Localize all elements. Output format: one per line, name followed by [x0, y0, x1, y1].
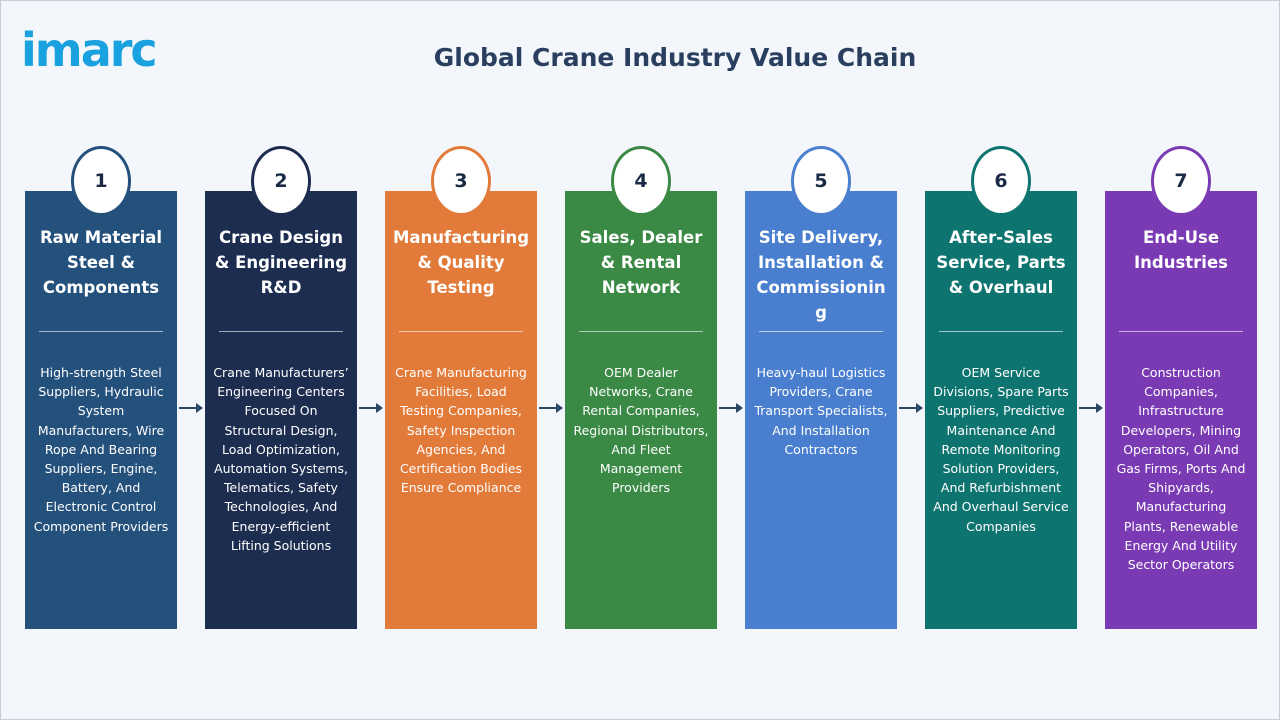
divider: [399, 331, 523, 332]
logo: imarc: [21, 23, 158, 77]
arrow: [539, 403, 563, 413]
stage-title: Raw Material Steel & Components: [39, 228, 163, 297]
stage-number: 1: [71, 146, 131, 216]
divider: [939, 331, 1063, 332]
stage-number: 5: [791, 146, 851, 216]
arrow: [899, 403, 923, 413]
arrow: [1079, 403, 1103, 413]
stage-title: End-Use Industries: [1134, 228, 1228, 272]
divider: [39, 331, 163, 332]
stage-title: Crane Design & Engineering R&D: [214, 228, 348, 297]
stage-column: 6 After-Sales Service, Parts & Overhaul OE…: [925, 146, 1077, 629]
stage-column: 3 Manufacturing & Quality Testing Crane Ma…: [385, 146, 537, 629]
stage-title: Site Delivery, Installation & Commission…: [756, 228, 886, 322]
arrow: [719, 403, 743, 413]
stage-number: 4: [611, 146, 671, 216]
stage-column: 7 End-Use Industries Construction Companie…: [1105, 146, 1257, 629]
arrow: [179, 403, 203, 413]
stage-title: Sales, Dealer & Rental Network: [579, 228, 703, 297]
stage-description: High-strength Steel Suppliers, Hydraulic…: [33, 365, 169, 534]
stage-description: Crane Manufacturers’ Engineering Centers…: [213, 365, 349, 553]
stage-description: Heavy-haul Logistics Providers, Crane Tr…: [754, 365, 888, 457]
stage-column: 2 Crane Design & Engineering R&D Crane Man…: [205, 146, 357, 629]
divider: [219, 331, 343, 332]
stage-number: 6: [971, 146, 1031, 216]
stage-description: Crane Manufacturing Facilities, Load Tes…: [395, 365, 527, 496]
stage-column: 4 Sales, Dealer & Rental Network OEM Deale…: [565, 146, 717, 629]
arrow: [359, 403, 383, 413]
stage-description: OEM Dealer Networks, Crane Rental Compan…: [573, 365, 709, 496]
page-title: Global Crane Industry Value Chain: [433, 43, 917, 72]
stage-number: 3: [431, 146, 491, 216]
stage-title: After-Sales Service, Parts & Overhaul: [936, 228, 1066, 297]
stage-title: Manufacturing & Quality Testing: [392, 228, 530, 297]
divider: [759, 331, 883, 332]
stage-description: Construction Companies, Infrastructure D…: [1116, 365, 1246, 573]
stage-column: 1 Raw Material Steel & Components High-str…: [25, 146, 177, 629]
divider: [1119, 331, 1243, 332]
divider: [579, 331, 703, 332]
stage-number: 7: [1151, 146, 1211, 216]
stage-number: 2: [251, 146, 311, 216]
stage-column: 5 Site Delivery, Installation & Commissio…: [745, 146, 897, 629]
stage-description: OEM Service Divisions, Spare Parts Suppl…: [933, 365, 1069, 534]
